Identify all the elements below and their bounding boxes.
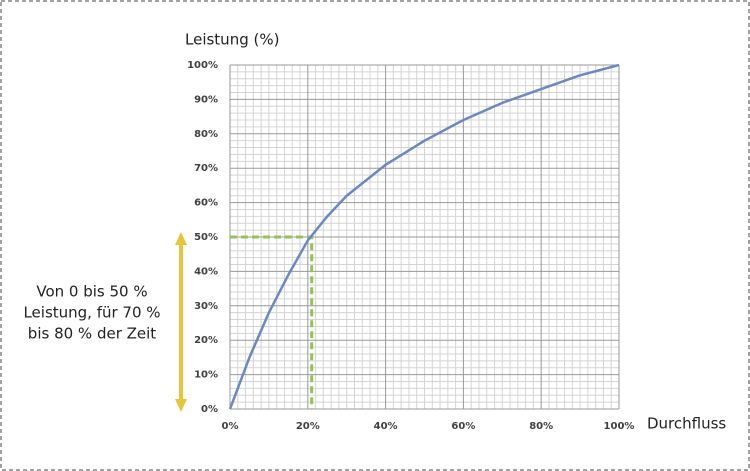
marks bbox=[228, 63, 620, 410]
y-tick-label: 50% bbox=[194, 232, 218, 243]
range-arrow bbox=[175, 232, 187, 412]
y-tick-label: 90% bbox=[194, 94, 218, 105]
y-axis-label: Leistung (%) bbox=[185, 31, 279, 49]
y-tick-label: 0% bbox=[201, 404, 218, 415]
y-tick-label: 80% bbox=[194, 129, 218, 140]
x-tick-label: 0% bbox=[222, 421, 239, 432]
x-tick-label: 20% bbox=[296, 421, 320, 432]
annotation-line: bis 80 % der Zeit bbox=[28, 325, 157, 343]
y-tick-label: 70% bbox=[194, 163, 218, 174]
line-series bbox=[228, 63, 620, 410]
x-tick-label: 80% bbox=[529, 421, 553, 432]
y-tick-label: 20% bbox=[194, 335, 218, 346]
annotation-line: Von 0 bis 50 % bbox=[36, 283, 147, 301]
y-tick-label: 10% bbox=[194, 370, 218, 381]
x-tick-label: 40% bbox=[374, 421, 398, 432]
y-tick-label: 100% bbox=[187, 60, 218, 71]
annotation-line: Leistung, für 70 % bbox=[23, 304, 160, 322]
y-tick-label: 60% bbox=[194, 198, 218, 209]
x-axis-label: Durchfluss bbox=[647, 415, 726, 433]
grid bbox=[229, 64, 620, 410]
y-tick-label: 40% bbox=[194, 266, 218, 277]
x-tick-label: 100% bbox=[604, 421, 635, 432]
guide-line bbox=[230, 235, 314, 409]
y-tick-label: 30% bbox=[194, 301, 218, 312]
x-tick-label: 60% bbox=[451, 421, 475, 432]
